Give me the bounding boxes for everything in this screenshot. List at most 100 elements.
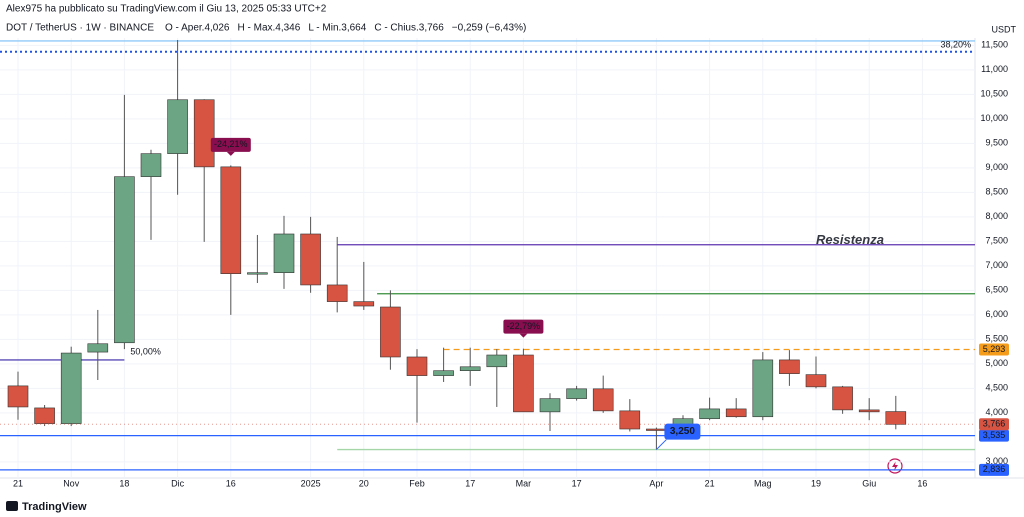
x-tick-label: 19 <box>811 478 821 488</box>
publisher: Alex975 ha pubblicato su TradingView.com… <box>6 4 327 15</box>
candle-body <box>539 398 561 413</box>
price-tag <box>979 418 1009 431</box>
brand-logo <box>6 501 18 511</box>
candle-body <box>725 408 747 418</box>
y-tick-label: 5,000 <box>985 358 1008 368</box>
ohlc-label: H - Max. <box>238 23 276 34</box>
symbol: DOT / TetherUS · 1W · BINANCE <box>6 23 154 34</box>
candle-body <box>406 356 428 376</box>
candle-body <box>300 233 321 286</box>
y-tick-label: 4,000 <box>985 407 1008 417</box>
candle-body <box>326 284 348 302</box>
x-tick-label: 17 <box>465 478 475 488</box>
candle-body <box>779 359 800 374</box>
candle-body <box>832 386 853 411</box>
candle-body <box>220 166 242 274</box>
x-tick-label: 21 <box>13 478 23 488</box>
brand: TradingView <box>6 501 87 513</box>
annotation-box <box>503 319 544 334</box>
price-label: 5,293 <box>983 344 1006 354</box>
y-tick-label: 10,500 <box>980 89 1008 99</box>
y-tick-label: 8,500 <box>985 187 1008 197</box>
x-tick-label: Mar <box>516 478 532 488</box>
y-unit: USDT <box>992 24 1017 34</box>
candle-body <box>140 153 162 177</box>
x-tick-label: Feb <box>409 478 425 488</box>
level-text: 50,00% <box>130 346 161 356</box>
y-tick-label: 10,000 <box>980 113 1008 123</box>
level-text: Resistenza <box>816 232 884 247</box>
alert-icon <box>887 458 903 474</box>
price-tag <box>979 429 1009 442</box>
y-tick-label: 7,500 <box>985 236 1008 246</box>
annotation-box <box>664 423 701 440</box>
x-tick-label: Nov <box>63 478 80 488</box>
ohlc-value: 3,766 <box>419 23 444 34</box>
level-text: 38,20% <box>940 39 971 49</box>
x-tick-label: 2025 <box>301 478 321 488</box>
price-label: 3,535 <box>983 430 1006 440</box>
annotation-pointer <box>656 439 667 450</box>
candle-body <box>646 428 667 431</box>
ohlc-label: O - Aper. <box>165 23 204 34</box>
candle-body <box>566 388 587 399</box>
x-tick-label: Mag <box>754 478 772 488</box>
candle-body <box>699 408 720 420</box>
x-tick-label: 21 <box>705 478 715 488</box>
annotation-box <box>210 137 251 152</box>
ohlc-value: 4,346 <box>275 23 300 34</box>
x-tick-label: 16 <box>226 478 236 488</box>
candle-body <box>114 176 135 344</box>
ohlc-value: 4,026 <box>204 23 229 34</box>
candle-body <box>34 407 55 424</box>
x-tick-label: 17 <box>572 478 582 488</box>
candle-body <box>619 410 641 430</box>
annotation-label: -22,79% <box>507 321 541 331</box>
candle-body <box>273 233 295 273</box>
candle-body <box>805 374 827 388</box>
candle-body <box>353 301 375 307</box>
candle-body <box>459 366 481 371</box>
ohlc-value: 3,664 <box>341 23 366 34</box>
change: −0,259 (−6,43%) <box>452 23 527 34</box>
x-tick-label: 20 <box>359 478 369 488</box>
price-tag <box>979 343 1009 356</box>
price-tag <box>979 463 1009 476</box>
candle-body <box>858 409 880 413</box>
price-label: 2,836 <box>983 464 1006 474</box>
brand-name: TradingView <box>22 501 87 513</box>
annotation-arrow <box>226 151 235 156</box>
y-tick-label: 3,000 <box>985 456 1008 466</box>
y-tick-label: 9,000 <box>985 162 1008 172</box>
y-tick-label: 5,500 <box>985 334 1008 344</box>
y-tick-label: 9,500 <box>985 138 1008 148</box>
y-tick-label: 6,000 <box>985 309 1008 319</box>
annotation-label: -24,21% <box>214 139 248 149</box>
candle-body <box>486 354 508 368</box>
y-tick-label: 11,500 <box>981 40 1008 50</box>
x-tick-label: Apr <box>649 478 663 488</box>
y-tick-label: 4,500 <box>985 383 1008 393</box>
x-tick-label: Giu <box>862 478 876 488</box>
candle-body <box>752 359 774 418</box>
ohlc-label: L - Min. <box>308 23 341 34</box>
annotation-label: 3,250 <box>670 426 695 437</box>
candle-body <box>380 306 401 358</box>
candle-body <box>167 99 188 154</box>
candle-body <box>513 354 534 413</box>
candle-body <box>87 343 109 353</box>
x-tick-label: 16 <box>917 478 927 488</box>
candle-body <box>60 352 82 424</box>
candle-body <box>193 99 215 168</box>
y-tick-label: 11,000 <box>981 64 1008 74</box>
y-tick-label: 7,000 <box>985 260 1008 270</box>
y-tick-label: 6,500 <box>985 285 1008 295</box>
candle-body <box>592 388 614 412</box>
y-tick-label: 8,000 <box>985 211 1008 221</box>
candle-body <box>885 411 907 425</box>
plot <box>0 38 975 478</box>
ohlc-label: C - Chius. <box>374 23 418 34</box>
annotation-arrow <box>519 333 528 338</box>
candle-body <box>433 370 454 376</box>
